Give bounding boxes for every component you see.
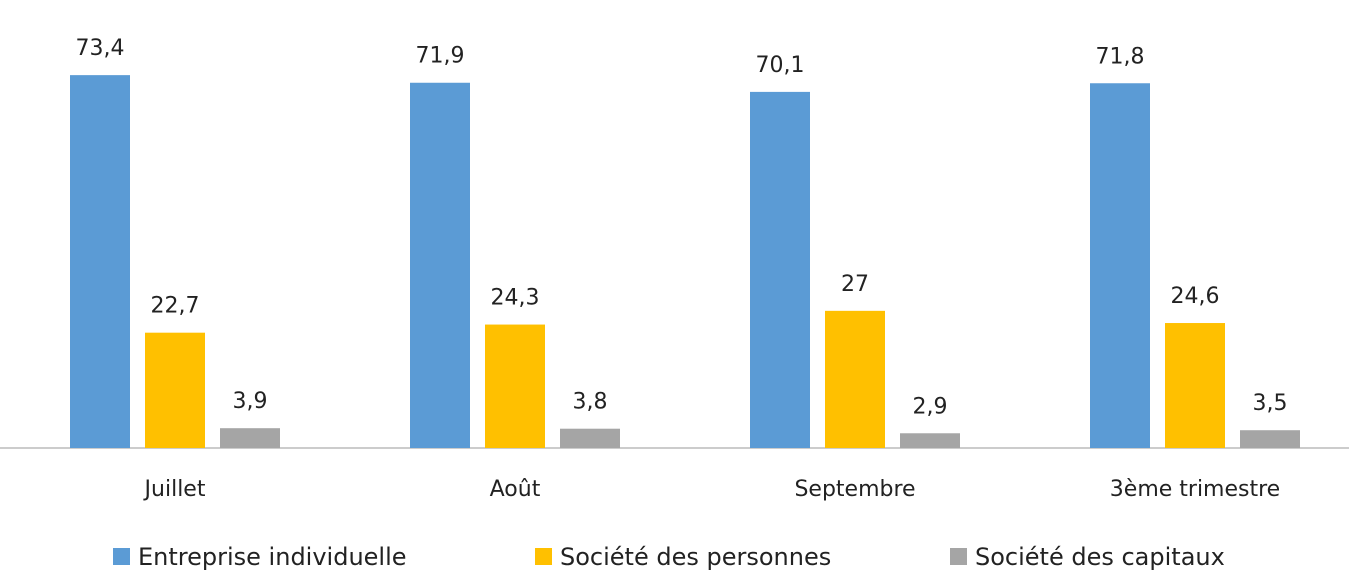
legend-swatch [535, 548, 552, 565]
value-label: 24,3 [491, 286, 540, 311]
x-tick-label: Juillet [143, 477, 206, 502]
bar [1090, 83, 1150, 449]
value-label: 73,4 [76, 36, 125, 61]
bar [70, 75, 130, 449]
bar [900, 433, 960, 448]
value-label: 71,9 [416, 44, 465, 69]
value-label: 22,7 [151, 294, 200, 319]
legend-swatch [113, 548, 130, 565]
legend-label: Société des capitaux [975, 543, 1225, 571]
legend-swatch [950, 548, 967, 565]
x-tick-label: Septembre [794, 477, 915, 502]
value-label: 70,1 [756, 53, 805, 78]
bar [145, 332, 205, 448]
bar [1165, 323, 1225, 448]
value-label: 71,8 [1096, 44, 1145, 69]
value-label: 2,9 [913, 394, 948, 419]
bar [410, 82, 470, 449]
bar [750, 91, 810, 448]
x-tick-label: Août [490, 477, 541, 502]
bar [485, 324, 545, 448]
legend-label: Entreprise individuelle [138, 543, 407, 571]
x-tick-label: 3ème trimestre [1110, 477, 1280, 502]
bar [220, 428, 280, 448]
legend-label: Société des personnes [560, 543, 831, 571]
value-label: 3,8 [573, 390, 608, 415]
bar [1240, 430, 1300, 448]
value-label: 27 [841, 272, 869, 297]
value-label: 3,5 [1253, 391, 1288, 416]
value-label: 3,9 [233, 389, 268, 414]
value-label: 24,6 [1171, 284, 1220, 309]
bar [825, 310, 885, 448]
bar [560, 428, 620, 448]
